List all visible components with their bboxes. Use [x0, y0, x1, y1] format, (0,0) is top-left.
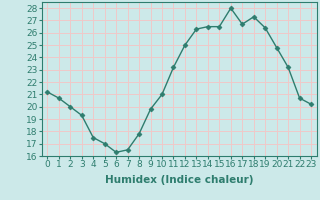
- X-axis label: Humidex (Indice chaleur): Humidex (Indice chaleur): [105, 175, 253, 185]
